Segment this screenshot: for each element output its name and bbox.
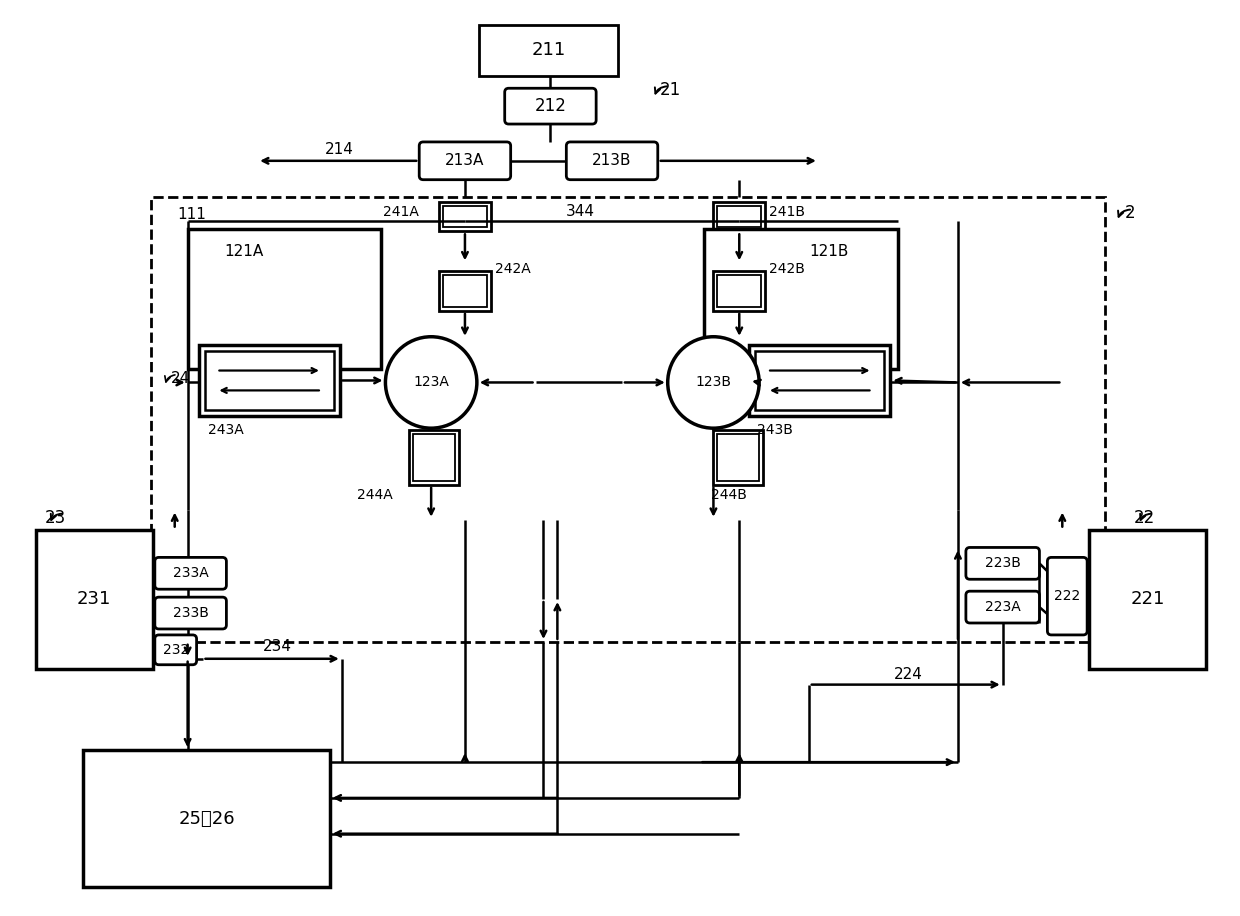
Bar	[718, 275, 761, 307]
Text: 344: 344	[565, 204, 595, 219]
Text: 222: 222	[1054, 589, 1080, 603]
FancyBboxPatch shape	[155, 597, 227, 629]
Bar	[198, 344, 340, 416]
Text: 23: 23	[45, 508, 66, 527]
Text: 241B: 241B	[769, 204, 805, 219]
FancyBboxPatch shape	[155, 558, 227, 589]
Bar	[1089, 529, 1207, 669]
Text: 213B: 213B	[593, 153, 632, 169]
Text: 123A: 123A	[413, 376, 449, 389]
Text: 244B: 244B	[712, 488, 748, 502]
Bar	[749, 344, 890, 416]
Text: 21: 21	[660, 82, 681, 99]
Text: 22: 22	[1135, 508, 1156, 527]
Circle shape	[386, 337, 477, 428]
Text: 244A: 244A	[357, 488, 392, 502]
FancyBboxPatch shape	[966, 548, 1039, 579]
Bar	[713, 271, 765, 311]
Bar	[83, 750, 330, 888]
Text: 233A: 233A	[172, 566, 208, 581]
Bar	[718, 205, 761, 227]
Bar	[205, 351, 334, 410]
Text: 233B: 233B	[172, 606, 208, 620]
Text: 243A: 243A	[207, 423, 243, 437]
Bar	[409, 431, 459, 485]
Bar	[443, 205, 487, 227]
FancyBboxPatch shape	[155, 635, 197, 665]
Text: 24: 24	[171, 371, 190, 386]
Text: 2: 2	[1125, 204, 1136, 223]
Bar	[443, 275, 487, 307]
Text: 242A: 242A	[495, 262, 531, 276]
Bar	[439, 202, 491, 232]
Text: 231: 231	[77, 590, 112, 608]
Text: 221: 221	[1131, 590, 1164, 608]
Text: 232: 232	[162, 643, 188, 657]
Text: 242B: 242B	[769, 262, 805, 276]
Bar	[755, 351, 884, 410]
Bar	[439, 271, 491, 311]
Bar	[36, 529, 153, 669]
Text: 111: 111	[177, 207, 207, 222]
FancyBboxPatch shape	[567, 142, 657, 180]
Text: 211: 211	[531, 41, 565, 60]
Bar	[187, 229, 382, 368]
Text: 123B: 123B	[696, 376, 732, 389]
Bar	[704, 229, 898, 368]
Bar	[713, 431, 763, 485]
Circle shape	[667, 337, 759, 428]
Text: 121A: 121A	[224, 244, 264, 258]
Bar	[413, 434, 455, 481]
FancyBboxPatch shape	[1048, 558, 1087, 635]
Text: 241A: 241A	[383, 204, 419, 219]
Text: 243B: 243B	[758, 423, 794, 437]
Bar	[713, 202, 765, 232]
Bar	[151, 197, 1105, 642]
Text: 234: 234	[263, 639, 291, 654]
Text: 223A: 223A	[985, 600, 1021, 614]
Bar	[479, 25, 618, 76]
Text: 121B: 121B	[808, 244, 848, 258]
Text: 25，26: 25，26	[179, 810, 234, 828]
Text: 223B: 223B	[985, 556, 1021, 571]
FancyBboxPatch shape	[505, 88, 596, 124]
FancyBboxPatch shape	[419, 142, 511, 180]
Text: 213A: 213A	[445, 153, 485, 169]
Text: 214: 214	[325, 142, 353, 158]
FancyBboxPatch shape	[966, 591, 1039, 623]
Bar	[718, 434, 759, 481]
Text: 224: 224	[894, 667, 923, 682]
Text: 212: 212	[534, 97, 567, 115]
